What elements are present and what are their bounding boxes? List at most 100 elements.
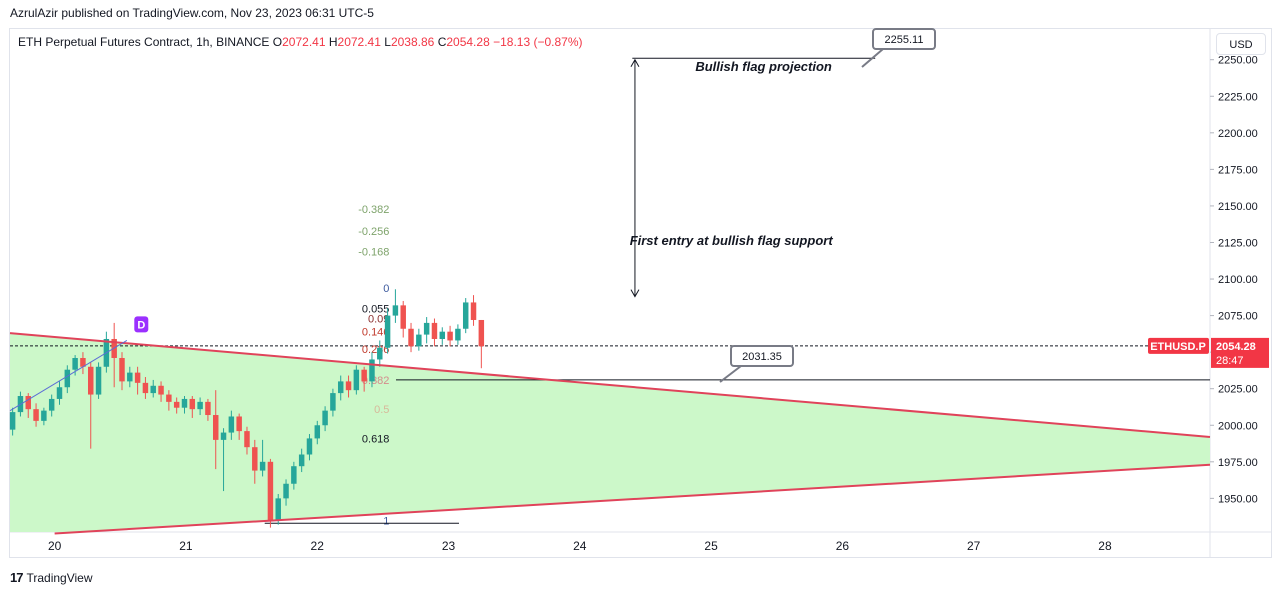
candle-body xyxy=(252,447,258,471)
close-value: 2054.28 xyxy=(446,35,490,49)
candle-body xyxy=(88,366,94,395)
x-tick-label: 20 xyxy=(48,539,62,553)
candle-body xyxy=(48,398,55,411)
candle-body xyxy=(353,369,360,391)
candle-body xyxy=(25,396,31,410)
y-tick-label: 2225.00 xyxy=(1218,91,1258,103)
last-price-tag-value: 2054.28 xyxy=(1216,341,1256,353)
candle-body xyxy=(158,385,164,395)
fib-level-label: 0.146 xyxy=(362,327,390,339)
chart-frame xyxy=(9,28,1272,558)
candle-body xyxy=(298,454,305,467)
callout-bottom-pointer xyxy=(719,365,742,383)
candle-body xyxy=(166,394,172,402)
candle-body xyxy=(314,425,321,439)
low-label: L xyxy=(384,35,391,49)
candle-body xyxy=(259,461,266,471)
candle-body xyxy=(400,305,406,329)
fib-level-label: 0.382 xyxy=(362,375,390,387)
candle-body xyxy=(431,322,438,339)
callout-top-pointer xyxy=(861,48,884,68)
d-marker-label: D xyxy=(137,319,145,331)
candle-body xyxy=(377,347,383,360)
candle-body xyxy=(150,385,156,394)
candle-body xyxy=(197,401,203,410)
x-tick-label: 25 xyxy=(704,539,718,553)
x-tick-label: 22 xyxy=(311,539,325,553)
candle-body xyxy=(142,382,149,394)
candle-body xyxy=(220,432,227,440)
y-tick-label: 2125.00 xyxy=(1218,237,1258,249)
candle-body xyxy=(283,483,289,499)
y-tick-label: 1975.00 xyxy=(1218,457,1258,469)
x-tick-label: 27 xyxy=(967,539,981,553)
candle-body xyxy=(455,328,461,341)
x-tick-label: 26 xyxy=(836,539,850,553)
x-tick-label: 23 xyxy=(442,539,456,553)
entry-note: First entry at bullish flag support xyxy=(630,233,834,248)
x-tick-label: 24 xyxy=(573,539,587,553)
y-tick-label: 2025.00 xyxy=(1218,384,1258,396)
wedge-upper-line xyxy=(9,332,1211,438)
candle-body xyxy=(478,319,485,347)
change-value: −18.13 (−0.87%) xyxy=(493,35,583,49)
open-label: O xyxy=(272,35,283,49)
candle-body xyxy=(64,369,71,388)
fib-level-label: -0.382 xyxy=(358,204,389,216)
candle-body xyxy=(33,409,39,421)
y-tick-label: 2150.00 xyxy=(1218,201,1258,213)
candle-body xyxy=(384,315,391,348)
fib-level-label: 0.055 xyxy=(362,303,390,315)
d-marker-badge xyxy=(134,316,149,333)
callout-bottom-box xyxy=(730,345,794,367)
x-tick-label: 21 xyxy=(179,539,193,553)
candle-body xyxy=(236,416,242,432)
candle-body xyxy=(392,305,399,316)
candle-body xyxy=(361,369,367,382)
candle-body xyxy=(41,410,47,421)
y-tick-label: 2250.00 xyxy=(1218,55,1258,67)
close-label: C xyxy=(437,35,447,49)
candle-body xyxy=(306,438,313,455)
candle-body xyxy=(345,381,352,391)
candle-body xyxy=(462,302,469,329)
fib-level-label: 0 xyxy=(383,283,389,295)
candle-body xyxy=(369,359,375,382)
projection-arrow-head-bottom xyxy=(630,289,640,298)
y-tick-label: 2075.00 xyxy=(1218,311,1258,323)
candle-body xyxy=(9,412,16,430)
published-by: AzrulAzir published on TradingView.com, … xyxy=(10,6,374,20)
candle-body xyxy=(134,372,141,383)
fib-level-label: -0.256 xyxy=(358,226,389,238)
candle-body xyxy=(205,401,211,416)
wedge-lower-line xyxy=(54,463,1211,535)
currency-selector[interactable]: USD xyxy=(1216,33,1266,55)
fib-level-label: 0.236 xyxy=(362,344,390,356)
candle-body xyxy=(173,401,180,408)
tradingview-logo-icon: 17 xyxy=(10,570,24,585)
candle-body xyxy=(470,302,477,320)
y-tick-label: 2175.00 xyxy=(1218,164,1258,176)
candle-body xyxy=(95,366,102,395)
fib-level-label: 1 xyxy=(383,515,389,527)
callout-top-label: 2255.11 xyxy=(885,34,924,46)
candle-body xyxy=(322,410,328,426)
high-label: H xyxy=(328,35,338,49)
fib-level-label: 0.09 xyxy=(368,314,389,326)
candle-body xyxy=(447,331,453,341)
open-value: 2072.41 xyxy=(282,35,326,49)
footer-brand[interactable]: 17 TradingView xyxy=(10,570,93,585)
fib-level-label: -0.168 xyxy=(358,246,389,258)
candle-body xyxy=(291,466,297,484)
candle-body xyxy=(212,415,219,440)
y-tick-label: 2100.00 xyxy=(1218,274,1258,286)
candle-body xyxy=(56,387,63,399)
candle-body xyxy=(244,431,250,448)
candle-body xyxy=(439,331,446,339)
low-value: 2038.86 xyxy=(390,35,435,49)
candle-body xyxy=(337,381,344,394)
projection-note: Bullish flag projection xyxy=(695,59,832,74)
ohlc-legend: ETH Perpetual Futures Contract, 1h, BINA… xyxy=(18,35,583,49)
fib-level-label: 0.618 xyxy=(362,433,390,445)
